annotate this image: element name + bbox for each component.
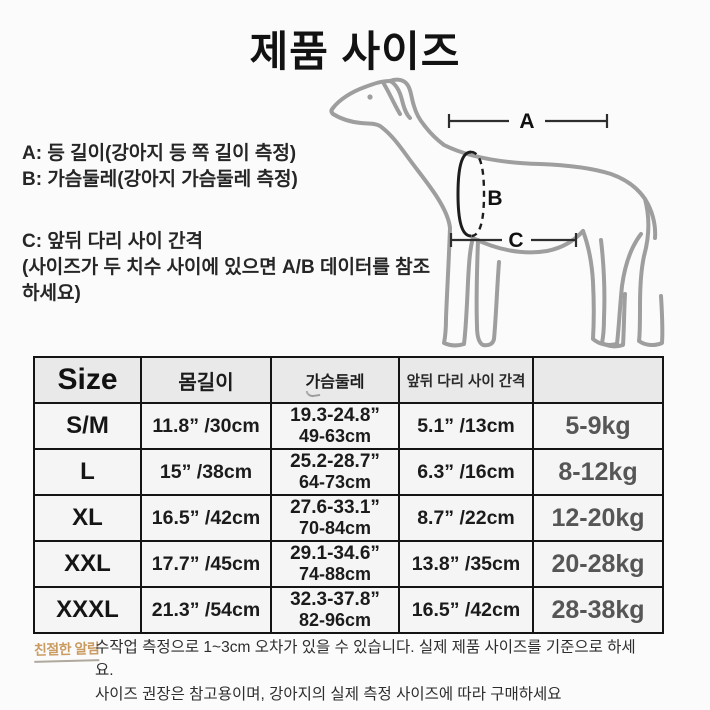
cell-weight: 5-9kg	[532, 402, 664, 450]
table-row: XL 16.5” /42cm 27.6-33.1” 70-84cm 8.7” /…	[33, 494, 664, 542]
footer-notes: 수작업 측정으로 1~3cm 오차가 있을 수 있습니다. 실제 제품 사이즈를…	[95, 636, 643, 706]
cell-leg-gap: 13.8” /35cm	[398, 540, 534, 588]
header-chest-girth: 가슴둘레	[270, 356, 400, 404]
cell-leg-gap: 5.1” /13cm	[398, 402, 534, 450]
measure-label-a: A	[519, 110, 534, 133]
cell-weight: 8-12kg	[532, 448, 664, 496]
table-row: S/M 11.8” /30cm 19.3-24.8” 49-63cm 5.1” …	[33, 402, 664, 450]
chest-cm: 49-63cm	[298, 425, 372, 446]
guide-line-c-note1: (사이즈가 두 치수 사이에 있으면 A/B 데이터를 참조	[22, 257, 431, 279]
cell-body-length: 15” /38cm	[140, 448, 272, 496]
cell-body-length: 16.5” /42cm	[140, 494, 272, 542]
measure-line-c	[449, 233, 578, 247]
cell-size: XL	[33, 494, 142, 542]
page-title: 제품 사이즈	[249, 28, 461, 75]
cell-chest-girth: 32.3-37.8” 82-96cm	[270, 586, 400, 634]
chest-inches: 29.1-34.6”	[290, 543, 380, 565]
chest-cm: 64-73cm	[298, 471, 372, 492]
cell-leg-gap: 6.3” /16cm	[398, 448, 534, 496]
footer-note-1: 수작업 측정으로 1~3cm 오차가 있을 수 있습니다. 실제 제품 사이즈를…	[95, 639, 636, 680]
cell-size: XXXL	[33, 586, 142, 634]
size-table: Size 몸길이 가슴둘레 앞뒤 다리 사이 간격 S/M 11.8” /30c…	[33, 356, 664, 634]
size-table-header-row: Size 몸길이 가슴둘레 앞뒤 다리 사이 간격	[33, 356, 664, 404]
cell-chest-girth: 27.6-33.1” 70-84cm	[270, 494, 400, 542]
cell-body-length: 17.7” /45cm	[140, 540, 272, 588]
cell-size: L	[33, 448, 142, 496]
guide-line-c-note2: 하세요)	[22, 283, 81, 305]
measure-line-a	[447, 114, 609, 128]
measure-label-b: B	[487, 187, 502, 210]
chest-cm: 70-84cm	[298, 517, 372, 538]
cell-weight: 20-28kg	[532, 540, 664, 588]
guide-line-c: C: 앞뒤 다리 사이 간격	[22, 231, 204, 252]
table-row: XXXL 21.3” /54cm 32.3-37.8” 82-96cm 16.5…	[33, 586, 664, 634]
chest-cm: 82-96cm	[298, 609, 372, 630]
guide-line-a: A: 등 길이(강아지 등 쪽 길이 측정)	[22, 143, 297, 164]
chest-inches: 19.3-24.8”	[290, 405, 380, 427]
cell-chest-girth: 19.3-24.8” 49-63cm	[270, 402, 400, 450]
smudge-artifact	[305, 389, 321, 398]
table-row: L 15” /38cm 25.2-28.7” 64-73cm 6.3” /16c…	[33, 448, 664, 496]
chest-inches: 25.2-28.7”	[290, 451, 380, 473]
header-body-length: 몸길이	[140, 356, 272, 404]
cell-body-length: 11.8” /30cm	[140, 402, 272, 450]
chest-inches: 32.3-37.8”	[290, 589, 380, 611]
cell-weight: 12-20kg	[532, 494, 664, 542]
header-leg-gap: 앞뒤 다리 사이 간격	[398, 356, 534, 404]
cell-chest-girth: 29.1-34.6” 74-88cm	[270, 540, 400, 588]
table-row: XXL 17.7” /45cm 29.1-34.6” 74-88cm 13.8”…	[33, 540, 664, 588]
header-chest-girth-label: 가슴둘레	[305, 374, 365, 391]
header-weight	[532, 356, 664, 404]
cell-chest-girth: 25.2-28.7” 64-73cm	[270, 448, 400, 496]
measurement-guide-ab: A: 등 길이(강아지 등 쪽 길이 측정) B: 가슴둘레(강아지 가슴둘레 …	[22, 141, 298, 193]
cell-body-length: 21.3” /54cm	[140, 586, 272, 634]
cell-size: S/M	[33, 402, 142, 450]
measurement-guide-c: C: 앞뒤 다리 사이 간격 (사이즈가 두 치수 사이에 있으면 A/B 데이…	[22, 229, 430, 308]
cell-size: XXL	[33, 540, 142, 588]
cell-leg-gap: 8.7” /22cm	[398, 494, 534, 542]
cell-leg-gap: 16.5” /42cm	[398, 586, 534, 634]
header-size: Size	[33, 356, 142, 404]
chest-girth-ellipse	[456, 150, 486, 238]
measure-label-c: C	[508, 229, 523, 252]
cell-weight: 28-38kg	[532, 586, 664, 634]
size-table-container: Size 몸길이 가슴둘레 앞뒤 다리 사이 간격 S/M 11.8” /30c…	[33, 356, 664, 634]
friendly-notice-badge: 친절한 알림	[33, 638, 100, 663]
chest-cm: 74-88cm	[298, 563, 372, 584]
chest-inches: 27.6-33.1”	[290, 497, 380, 519]
guide-line-b: B: 가슴둘레(강아지 가슴둘레 측정)	[22, 169, 298, 191]
dog-outline-illustration	[329, 77, 665, 349]
footer-note-2: 사이즈 권장은 참고용이며, 강아지의 실제 측정 사이즈에 따라 구매하세요	[95, 685, 562, 703]
